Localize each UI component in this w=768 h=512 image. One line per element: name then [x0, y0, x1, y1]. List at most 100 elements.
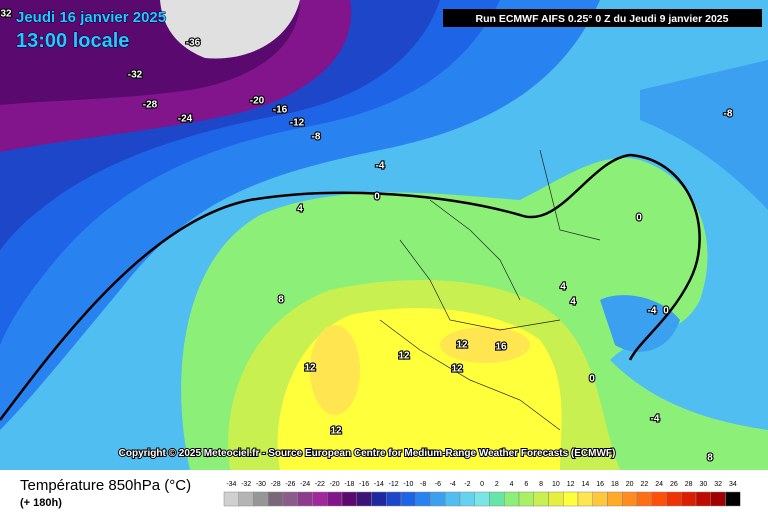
scale-label: -6: [435, 481, 441, 488]
contour-label: 8: [707, 453, 713, 464]
scale-label: -4: [450, 481, 456, 488]
scale-swatch: [430, 491, 446, 507]
contour-label: -4: [376, 161, 385, 172]
scale-swatch: [622, 491, 638, 507]
contour-label: 4: [560, 282, 566, 293]
scale-label: 22: [640, 481, 648, 488]
scale-swatch: [297, 491, 313, 507]
contour-label: 16: [495, 342, 507, 353]
scale-label: 0: [480, 481, 484, 488]
scale-swatch: [386, 491, 402, 507]
scale-label: 34: [729, 481, 737, 488]
contour-label: 12: [456, 340, 468, 351]
scale-label: 10: [552, 481, 560, 488]
contour-label: -32: [128, 70, 143, 81]
scale-label: -18: [344, 481, 354, 488]
scale-swatch: [681, 491, 697, 507]
scale-swatch: [341, 491, 357, 507]
contour-label: 32: [0, 9, 12, 20]
scale-swatch: [695, 491, 711, 507]
contour-label: 0: [374, 192, 380, 203]
scale-swatch: [282, 491, 298, 507]
scale-label: -14: [374, 481, 384, 488]
scale-swatch: [356, 491, 372, 507]
scale-label: 12: [567, 481, 575, 488]
scale-swatch: [607, 491, 623, 507]
contour-label: 12: [398, 351, 410, 362]
scale-swatch: [253, 491, 269, 507]
scale-swatch: [504, 491, 520, 507]
contour-label: 0: [663, 306, 669, 317]
scale-swatch: [725, 491, 741, 507]
scale-swatch: [400, 491, 416, 507]
scale-label: -24: [300, 481, 310, 488]
scale-swatch: [533, 491, 549, 507]
contour-label: 12: [451, 364, 463, 375]
copyright: Copyright © 2025 Meteociel.fr - Source E…: [119, 448, 616, 459]
scale-label: 20: [626, 481, 634, 488]
contour-label: -24: [178, 114, 193, 125]
scale-label: -32: [241, 481, 251, 488]
scale-swatch: [445, 491, 461, 507]
scale-swatch: [518, 491, 534, 507]
scale-swatch: [459, 491, 475, 507]
forecast-time: 13:00 locale: [16, 30, 129, 52]
scale-swatch: [238, 491, 254, 507]
scale-label: -16: [359, 481, 369, 488]
contour-labels: 32 -36 -32 -28 -24 -20 -16-12 -8 -4 0 4 8 12 12 12 16 12…: [0, 8, 734, 465]
forecast-date: Jeudi 16 janvier 2025: [16, 9, 166, 26]
scale-label: -34: [226, 481, 236, 488]
field-east: [640, 60, 768, 210]
contour-label: 4: [297, 204, 303, 215]
scale-label: 2: [495, 481, 499, 488]
scale-swatch: [710, 491, 726, 507]
scale-swatch: [636, 491, 652, 507]
contour-label: -28: [143, 100, 158, 111]
map-field: [0, 0, 768, 470]
scale-label: -30: [256, 481, 266, 488]
contour-label: -4: [648, 306, 657, 317]
scale-label: 4: [510, 481, 514, 488]
contour-label: 12: [304, 363, 316, 374]
scale-swatch: [548, 491, 564, 507]
scale-swatch: [651, 491, 667, 507]
scale-label: 16: [596, 481, 604, 488]
scale-swatch: [489, 491, 505, 507]
scale-swatch: [592, 491, 608, 507]
scale-label: -12: [389, 481, 399, 488]
contour-label: -8: [724, 109, 733, 120]
contour-label: 8: [278, 295, 284, 306]
run-box: [443, 9, 762, 27]
scale-label: -10: [403, 481, 413, 488]
field-warm: [310, 325, 360, 415]
contour-label: 0: [636, 213, 642, 224]
scale-label: -2: [464, 481, 470, 488]
colorbar: -34 -32 -30 -28 -26 -24 -22 -20 -18 -16 -14 -12 -10-…: [223, 481, 741, 507]
field-cold-pool: [600, 295, 680, 352]
scale-label: 18: [611, 481, 619, 488]
contour-label: 0: [589, 374, 595, 385]
scale-swatch: [223, 491, 239, 507]
scale-label: 26: [670, 481, 678, 488]
scale-label: 8: [539, 481, 543, 488]
contour-label: -36: [186, 38, 201, 49]
contour-label: -12: [290, 118, 305, 129]
scale-label: 6: [524, 481, 528, 488]
scale-swatch: [474, 491, 490, 507]
scale-label: -20: [330, 481, 340, 488]
scale-swatch: [577, 491, 593, 507]
run-info: Run ECMWF AIFS 0.25° 0 Z du Jeudi 9 janv…: [476, 13, 729, 25]
scale-swatch: [563, 491, 579, 507]
scale-label: -28: [271, 481, 281, 488]
contour-label: -16: [273, 105, 288, 116]
coastlines: [379, 149, 601, 431]
scale-swatch: [666, 491, 682, 507]
scale-label: 14: [581, 481, 589, 488]
scale-swatch: [268, 491, 284, 507]
scale-swatch: [312, 491, 328, 507]
scale-swatch: [327, 491, 343, 507]
scale-label: 24: [655, 481, 663, 488]
contour-label: 4: [570, 297, 576, 308]
zero-isotherm: [0, 153, 701, 421]
